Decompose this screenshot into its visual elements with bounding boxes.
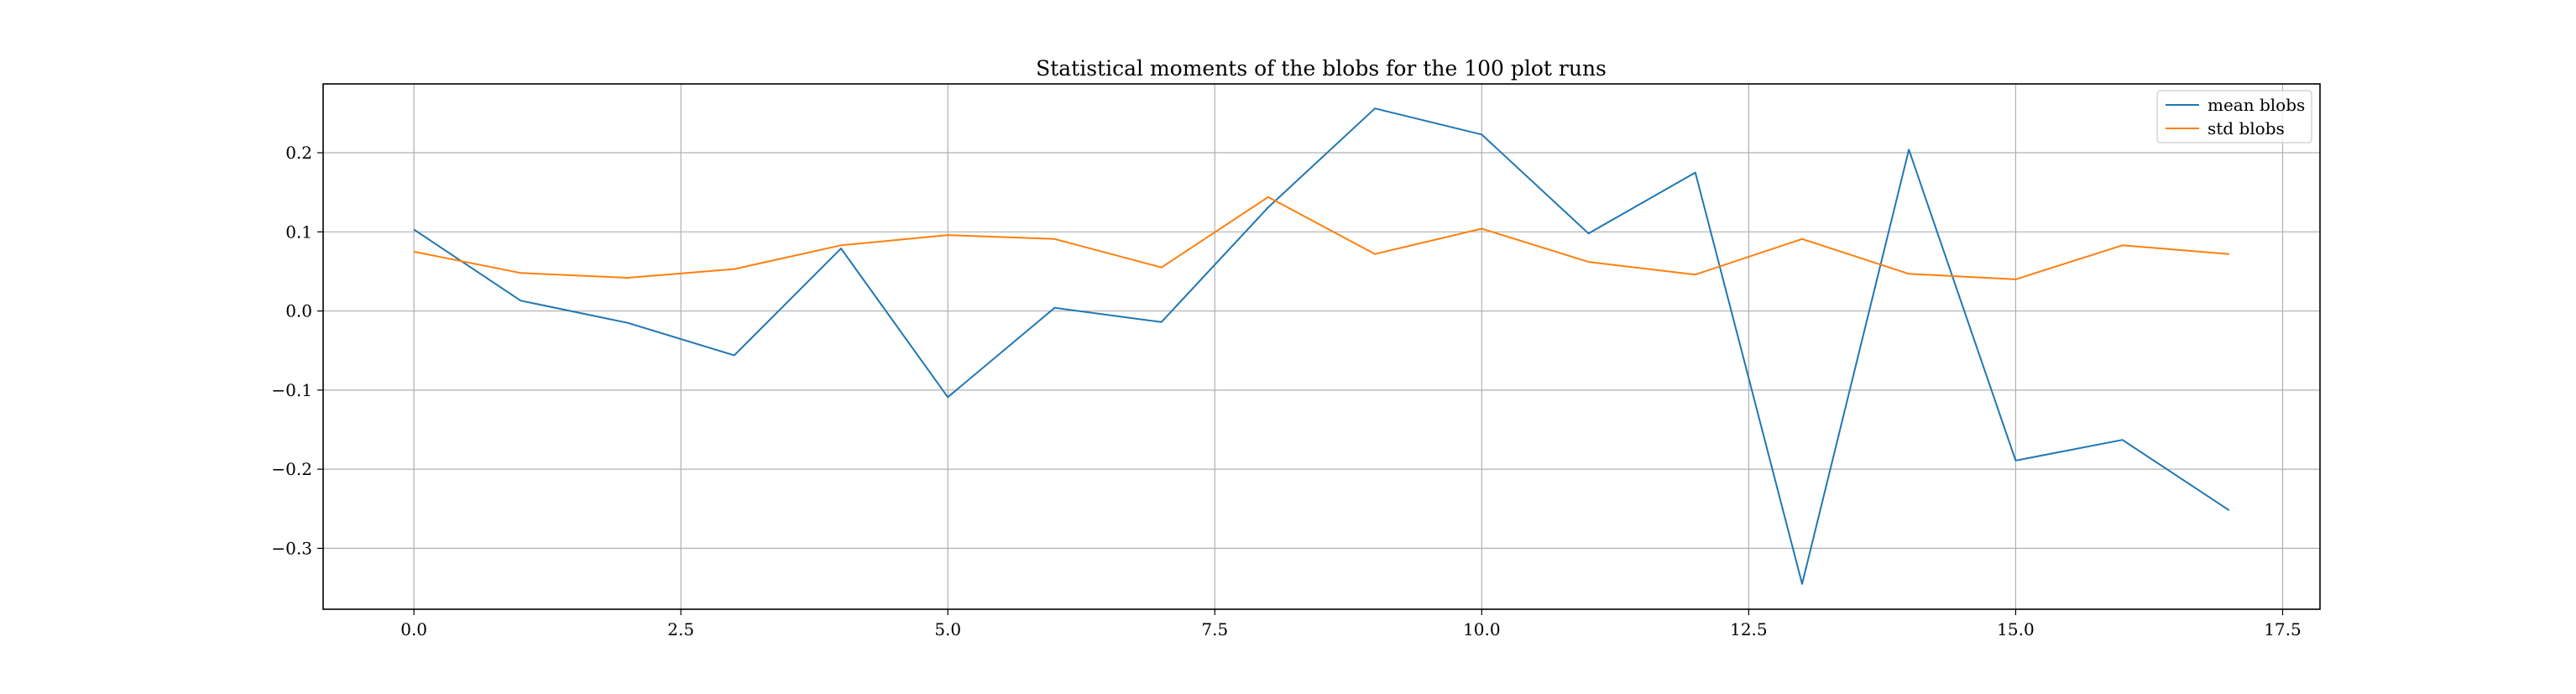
x-tick-label: 5.0 xyxy=(934,619,961,639)
x-tick-label: 2.5 xyxy=(667,619,694,639)
y-tick-label: 0.2 xyxy=(285,143,312,163)
legend-label: std blobs xyxy=(2208,118,2285,138)
series-lines xyxy=(413,107,2230,585)
x-tick-label: 7.5 xyxy=(1201,619,1228,639)
legend: mean blobs std blobs xyxy=(2156,90,2312,143)
x-tick-label: 15.0 xyxy=(1997,619,2035,639)
y-tick-label: −0.3 xyxy=(271,538,312,558)
legend-label: mean blobs xyxy=(2208,95,2305,115)
axis-ticks: 0.0 2.5 5.0 7.5 10.0 12.5 15.0 17.5 −0.3 −0.2 −0.1… xyxy=(271,143,2301,639)
plot-area-frame xyxy=(322,83,2321,610)
x-tick-label: 12.5 xyxy=(1730,619,1768,639)
y-tick-label: −0.1 xyxy=(271,380,312,400)
y-tick-label: −0.2 xyxy=(271,459,312,479)
x-tick-label: 17.5 xyxy=(2264,619,2302,639)
series-line-std-blobs xyxy=(413,196,2229,280)
chart-title: Statistical moments of the blobs for the… xyxy=(1036,56,1607,81)
x-tick-label: 10.0 xyxy=(1463,619,1501,639)
y-tick-label: 0.0 xyxy=(285,301,312,321)
y-tick-label: 0.1 xyxy=(285,222,312,242)
x-tick-label: 0.0 xyxy=(400,619,427,639)
series-line-mean-blobs xyxy=(413,107,2230,585)
grid xyxy=(323,84,2320,609)
legend-box xyxy=(2156,90,2312,143)
